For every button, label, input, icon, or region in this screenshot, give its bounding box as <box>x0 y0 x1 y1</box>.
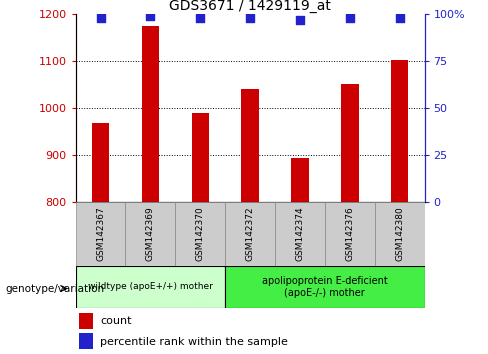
Bar <box>291 158 309 202</box>
Title: GDS3671 / 1429119_at: GDS3671 / 1429119_at <box>169 0 331 13</box>
Point <box>246 15 254 21</box>
Bar <box>191 113 209 202</box>
Text: wildtype (apoE+/+) mother: wildtype (apoE+/+) mother <box>88 282 213 291</box>
Bar <box>175 202 225 266</box>
Bar <box>225 266 425 308</box>
Text: GSM142367: GSM142367 <box>96 206 105 261</box>
Bar <box>375 202 425 266</box>
Text: percentile rank within the sample: percentile rank within the sample <box>100 337 288 347</box>
Text: GSM142369: GSM142369 <box>146 206 155 261</box>
Point <box>296 17 304 23</box>
Text: count: count <box>100 316 132 326</box>
Bar <box>225 202 275 266</box>
Text: GSM142372: GSM142372 <box>245 206 255 261</box>
Point <box>146 13 154 19</box>
Text: apolipoprotein E-deficient
(apoE-/-) mother: apolipoprotein E-deficient (apoE-/-) mot… <box>262 276 388 298</box>
Text: GSM142374: GSM142374 <box>295 206 305 261</box>
Point <box>346 15 354 21</box>
Bar <box>76 202 125 266</box>
Bar <box>79 313 93 329</box>
Point <box>97 15 104 21</box>
Bar <box>325 202 375 266</box>
Bar <box>92 124 109 202</box>
Bar <box>341 84 359 202</box>
Bar <box>142 26 159 202</box>
Text: GSM142370: GSM142370 <box>196 206 205 261</box>
Bar <box>391 60 408 202</box>
Text: GSM142380: GSM142380 <box>395 206 404 261</box>
Bar <box>79 333 93 349</box>
Bar <box>76 266 225 308</box>
Bar <box>242 89 259 202</box>
Point <box>196 15 204 21</box>
Text: genotype/variation: genotype/variation <box>5 284 104 293</box>
Point <box>396 15 404 21</box>
Bar <box>125 202 175 266</box>
Text: GSM142376: GSM142376 <box>346 206 354 261</box>
Bar <box>275 202 325 266</box>
